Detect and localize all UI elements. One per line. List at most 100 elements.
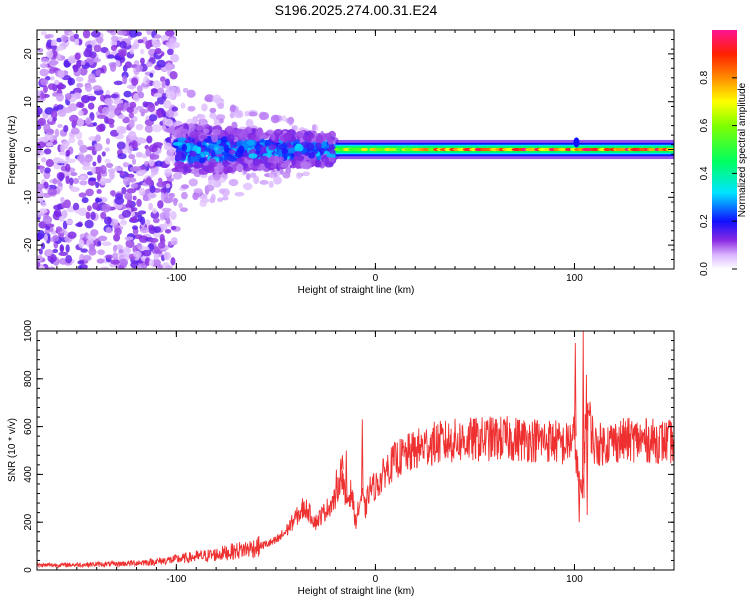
heatmap-cell xyxy=(174,160,184,169)
heatmap-cell xyxy=(270,114,280,124)
heatmap-cell xyxy=(154,101,159,106)
heatmap-cell xyxy=(177,167,185,172)
heatmap-cell xyxy=(229,104,236,113)
heatmap-cell xyxy=(264,161,271,168)
heatmap-cell xyxy=(165,265,173,269)
heatmap-cell xyxy=(204,94,215,103)
heatmap-cell xyxy=(152,217,160,224)
heatmap-cell xyxy=(308,133,315,139)
heatmap-cell xyxy=(278,156,285,162)
heatmap-cell xyxy=(38,265,46,269)
heatmap-cell xyxy=(75,222,83,227)
snr-ylabel: SNR (10 * v/v) xyxy=(7,418,18,482)
heatmap-cell xyxy=(128,112,134,119)
heatmap-cell xyxy=(268,144,277,151)
heatmap-cell xyxy=(221,158,230,167)
heatmap-cell xyxy=(280,143,288,149)
heatmap-cell xyxy=(50,110,58,119)
heatmap-cell xyxy=(88,243,96,252)
heatmap-line-cell xyxy=(603,147,611,152)
heatmap-cell xyxy=(92,122,98,127)
heatmap-cell xyxy=(95,181,100,189)
heatmap-cell xyxy=(112,244,118,253)
heatmap-cell xyxy=(40,63,48,69)
heatmap-cell xyxy=(149,237,159,243)
heatmap-cell xyxy=(146,135,153,144)
heatmap-cell xyxy=(50,76,55,81)
heatmap-cell xyxy=(39,68,49,77)
heatmap-cell xyxy=(219,118,224,124)
heatmap-cell xyxy=(172,141,183,146)
y-tick-label: 600 xyxy=(23,418,34,435)
heatmap-cell xyxy=(196,125,203,132)
heatmap-cell xyxy=(57,123,63,128)
heatmap-cell xyxy=(124,61,133,69)
heatmap-cell xyxy=(210,150,216,157)
heatmap-cell xyxy=(264,139,271,147)
heatmap-cell xyxy=(146,78,151,84)
heatmap-cell xyxy=(73,33,79,39)
heatmap-cell xyxy=(118,50,126,58)
heatmap-cell xyxy=(228,178,239,187)
heatmap-cell xyxy=(100,266,110,269)
heatmap-cell xyxy=(188,178,198,187)
heatmap-cell xyxy=(144,124,154,133)
heatmap-cell xyxy=(259,155,269,164)
heatmap-cell xyxy=(118,248,124,254)
heatmap-cell xyxy=(65,254,73,264)
heatmap-cell xyxy=(78,110,84,117)
heatmap-cell xyxy=(294,143,304,152)
heatmap-cell xyxy=(164,78,170,86)
heatmap-cell xyxy=(79,180,88,186)
heatmap-cell xyxy=(90,211,96,221)
heatmap-cell xyxy=(204,147,212,152)
heatmap-cell xyxy=(92,161,97,167)
x-tick-label: 0 xyxy=(373,574,379,585)
heatmap-cell xyxy=(242,182,253,191)
heatmap-cell xyxy=(235,157,244,164)
heatmap-cell xyxy=(181,128,189,135)
heatmap-cell xyxy=(45,225,51,231)
heatmap-cell xyxy=(139,48,145,55)
heatmap-cell xyxy=(168,38,177,43)
y-tick-label: 200 xyxy=(23,513,34,530)
heatmap-cell xyxy=(324,132,332,140)
heatmap-cell xyxy=(124,236,134,241)
heatmap-cell xyxy=(112,252,119,261)
heatmap-cell xyxy=(79,144,88,153)
heatmap-cell xyxy=(196,141,202,147)
heatmap-cell xyxy=(91,30,101,38)
heatmap-cell xyxy=(198,168,204,175)
heatmap-cell xyxy=(152,226,162,233)
heatmap-cell xyxy=(147,103,156,113)
heatmap-cell xyxy=(266,150,272,158)
heatmap-cell xyxy=(67,77,76,86)
heatmap-cell xyxy=(259,180,269,185)
heatmap-cell xyxy=(315,159,322,168)
heatmap-cell xyxy=(72,177,80,185)
heatmap-cell xyxy=(74,209,85,215)
heatmap-cell xyxy=(93,44,102,53)
heatmap-cell xyxy=(164,142,172,151)
heatmap-line-cell xyxy=(395,147,404,152)
heatmap-cell xyxy=(160,187,167,195)
heatmap-cell xyxy=(170,237,178,246)
heatmap-cell xyxy=(166,177,175,182)
heatmap-cell xyxy=(151,258,161,267)
heatmap-cell xyxy=(96,124,105,132)
heatmap-cell xyxy=(104,147,111,152)
heatmap-cell xyxy=(43,148,52,155)
heatmap-cell xyxy=(144,178,152,185)
heatmap-cell xyxy=(37,117,47,127)
heatmap-cell xyxy=(70,172,78,177)
heatmap-cell xyxy=(234,191,245,197)
colorbar-tick-label: 0.2 xyxy=(699,214,710,228)
heatmap-cell xyxy=(217,102,225,110)
heatmap-cell xyxy=(271,133,276,141)
y-tick-label: 10 xyxy=(23,96,34,108)
heatmap-cell xyxy=(75,76,84,82)
heatmap-cell xyxy=(187,167,192,173)
heatmap-cell xyxy=(52,157,63,164)
heatmap-cell xyxy=(97,235,108,242)
